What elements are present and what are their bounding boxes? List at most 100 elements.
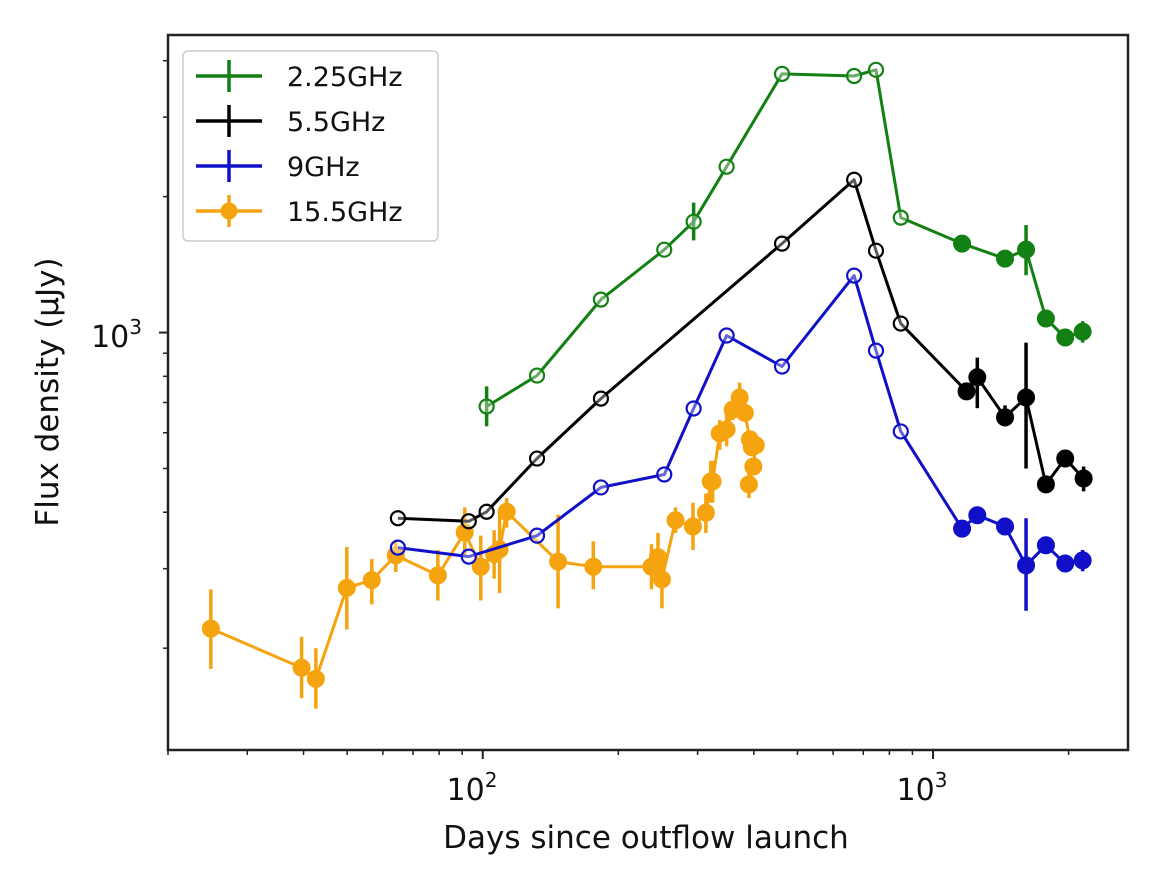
data-point-15_5ghz (735, 403, 754, 422)
data-point-15_5ghz (584, 557, 603, 576)
data-point-5_5ghz (460, 513, 477, 530)
legend-marker (220, 202, 238, 220)
data-point-15_5ghz (549, 552, 568, 571)
data-point-2_25ghz (1036, 309, 1055, 328)
data-point-5_5ghz (389, 510, 406, 527)
data-point-2_25ghz (773, 65, 791, 82)
data-point-2_25ghz (996, 249, 1015, 268)
data-point-2_25ghz (867, 61, 885, 78)
legend-box (182, 50, 439, 242)
series-line-2_25ghz (485, 68, 1084, 408)
series-2_25ghz (478, 61, 1092, 427)
data-point-15_5ghz (683, 517, 702, 536)
data-point-5_5ghz (1017, 388, 1036, 407)
svg-text:103: 103 (91, 315, 142, 355)
series-15_5ghz (201, 382, 765, 709)
data-point-15_5ghz (703, 472, 722, 491)
x-tick-label-1000: 103 (897, 768, 948, 808)
series-line-15_5ghz (210, 396, 758, 681)
data-point-9ghz (846, 267, 863, 284)
series-9ghz (389, 267, 1092, 611)
legend-entry-15_5ghz: 15.5GHz (196, 195, 403, 228)
data-point-9ghz (528, 527, 546, 544)
data-point-2_25ghz (953, 234, 972, 253)
data-point-15_5ghz (648, 548, 667, 567)
ticks-layer (159, 59, 1070, 759)
data-point-2_25ghz (892, 209, 909, 226)
data-point-2_25ghz (685, 213, 702, 230)
data-point-9ghz (1017, 556, 1036, 575)
series-line-5_5ghz (397, 178, 1085, 523)
data-point-15_5ghz (362, 571, 381, 590)
svg-text:102: 102 (447, 768, 498, 808)
data-point-2_25ghz (478, 398, 495, 415)
y-tick-label-1000: 103 (91, 315, 142, 355)
data-point-2_25ghz (1056, 328, 1075, 347)
legend-label: 5.5GHz (287, 107, 385, 138)
data-point-15_5ghz (201, 619, 220, 638)
series-5_5ghz (389, 171, 1093, 530)
data-point-5_5ghz (996, 408, 1015, 427)
data-point-15_5ghz (666, 511, 685, 530)
data-point-5_5ghz (846, 171, 863, 188)
data-point-15_5ghz (717, 420, 736, 439)
data-point-9ghz (773, 358, 791, 375)
y-axis-label: Flux density (μJy) (30, 257, 66, 526)
data-point-5_5ghz (528, 450, 546, 467)
data-point-9ghz (592, 479, 610, 496)
data-point-5_5ghz (773, 235, 791, 252)
data-point-15_5ghz (652, 570, 671, 589)
data-point-15_5ghz (292, 658, 311, 677)
data-point-15_5ghz (306, 669, 325, 688)
data-point-9ghz (892, 423, 909, 440)
data-point-9ghz (718, 327, 735, 344)
data-point-9ghz (996, 517, 1015, 536)
data-point-5_5ghz (892, 315, 909, 332)
series-layer (201, 61, 1093, 709)
data-point-9ghz (968, 506, 987, 525)
x-axis-label: Days since outflow launch (443, 820, 849, 856)
svg-text:103: 103 (897, 768, 948, 808)
legend-label: 15.5GHz (287, 197, 403, 228)
legend-entry-9ghz: 9GHz (196, 150, 360, 183)
data-point-15_5ghz (696, 503, 715, 522)
data-point-2_25ghz (846, 67, 863, 85)
legend-entries: 2.25GHz 5.5GHz 9GHz 15.5GHz (196, 60, 403, 228)
data-point-9ghz (867, 342, 885, 359)
data-point-15_5ghz (337, 578, 356, 597)
legend-entry-5_5ghz: 5.5GHz (196, 105, 385, 138)
data-point-9ghz (953, 519, 972, 538)
data-point-5_5ghz (592, 390, 610, 407)
legend-entry-2_25ghz: 2.25GHz (196, 60, 403, 93)
data-point-15_5ghz (471, 557, 490, 576)
legend-label: 2.25GHz (287, 62, 403, 93)
data-point-15_5ghz (730, 388, 749, 407)
data-point-9ghz (1056, 554, 1075, 573)
data-point-15_5ghz (428, 566, 447, 585)
data-point-9ghz (656, 466, 673, 483)
legend: 2.25GHz 5.5GHz 9GHz 15.5GHz (182, 50, 439, 242)
data-point-2_25ghz (656, 241, 673, 258)
data-point-15_5ghz (746, 436, 765, 455)
data-point-2_25ghz (528, 367, 546, 384)
data-point-2_25ghz (718, 158, 735, 175)
data-point-5_5ghz (1056, 449, 1075, 468)
legend-label: 9GHz (287, 152, 360, 183)
data-point-9ghz (460, 548, 477, 565)
data-point-5_5ghz (1074, 469, 1093, 488)
data-point-2_25ghz (1017, 240, 1036, 259)
x-tick-label-100: 102 (447, 768, 498, 808)
data-point-5_5ghz (867, 242, 885, 259)
data-point-9ghz (1036, 536, 1055, 555)
data-point-9ghz (1073, 551, 1092, 570)
data-point-2_25ghz (592, 291, 610, 308)
data-point-15_5ghz (744, 457, 763, 476)
data-point-9ghz (389, 539, 406, 556)
data-point-5_5ghz (957, 382, 976, 401)
data-point-9ghz (685, 400, 702, 417)
plot-frame (166, 33, 1130, 752)
data-point-5_5ghz (1036, 475, 1055, 494)
data-point-2_25ghz (1073, 322, 1092, 341)
data-point-5_5ghz (968, 368, 987, 387)
